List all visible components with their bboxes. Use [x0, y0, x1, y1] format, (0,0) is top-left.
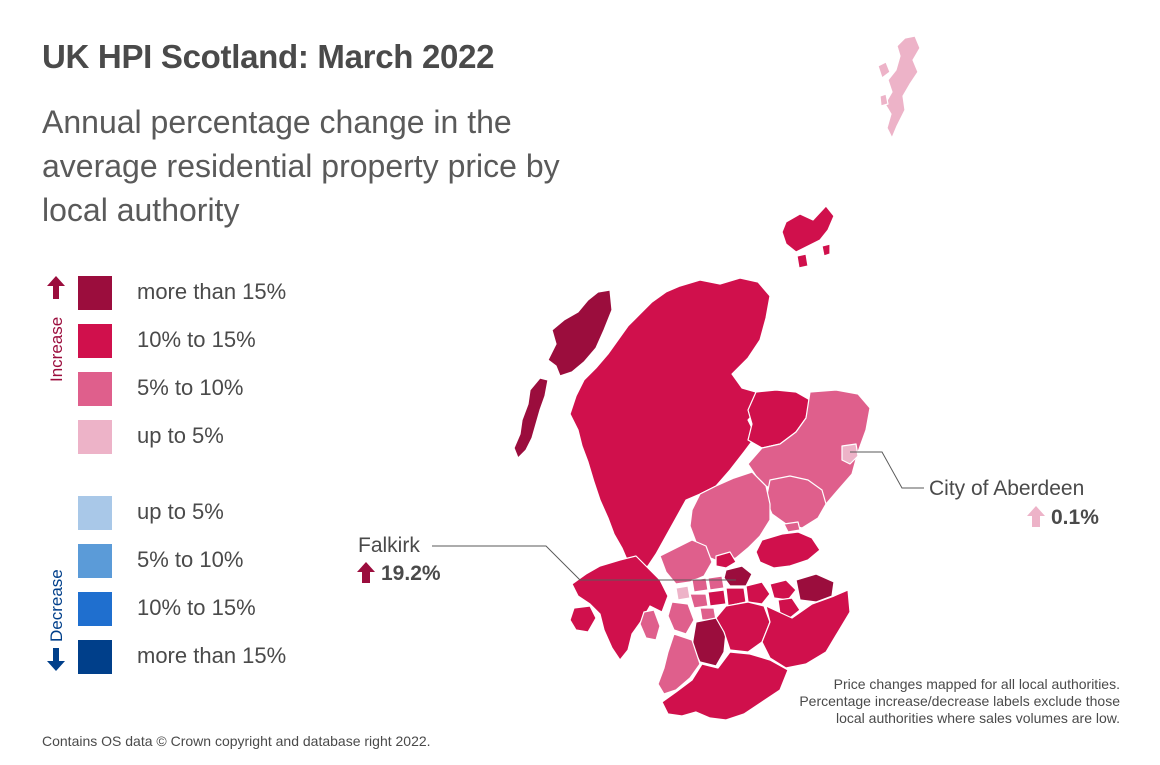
region-city-of-aberdeen: [841, 443, 859, 465]
region-clackmannanshire: [715, 551, 737, 569]
region-orkney-islet: [796, 253, 809, 269]
region-west-lothian: [745, 581, 771, 605]
aberdeen-callout-value: 0.1%: [1051, 506, 1099, 529]
page-title: UK HPI Scotland: March 2022: [42, 38, 495, 75]
falkirk-callout-name: Falkirk: [358, 534, 420, 557]
region-shetland-islet: [879, 93, 889, 107]
region-argyll-and-bute: [571, 555, 669, 661]
legend-swatch: [78, 640, 112, 674]
region-glasgow: [707, 589, 727, 607]
region-orkney-islet: [821, 243, 831, 257]
region-stirling: [659, 539, 713, 585]
region-fife: [755, 531, 821, 569]
legend-item-label: up to 5%: [137, 499, 224, 524]
region-na-h-eileanan-siar: [547, 289, 613, 377]
legend-item-label: 10% to 15%: [137, 595, 256, 620]
region-shetland-islet: [877, 61, 891, 79]
legend-swatch: [78, 496, 112, 530]
region-east-dunbartonshire: [707, 575, 725, 591]
legend-swatch: [78, 544, 112, 578]
aberdeen-callout-name: City of Aberdeen: [929, 477, 1085, 500]
region-scottish-borders: [761, 589, 851, 669]
methodology-note: Price changes mapped for all local autho…: [799, 676, 1120, 726]
region-south-ayrshire: [657, 633, 701, 695]
legend-swatch: [78, 420, 112, 454]
legend-item-label: 5% to 10%: [137, 375, 244, 400]
legend-item-label: more than 15%: [137, 279, 287, 304]
region-dundee: [783, 521, 801, 533]
region-north-ayrshire: [667, 601, 695, 635]
aberdeen-leader-line: [850, 451, 924, 489]
legend-swatch: [78, 592, 112, 626]
legend-item-label: more than 15%: [137, 643, 287, 668]
region-renfrewshire: [689, 593, 709, 609]
region-orkney: [781, 205, 835, 253]
falkirk-up-arrow-icon: [357, 562, 375, 583]
region-dumfries-and-galloway: [661, 651, 789, 721]
region-city-of-edinburgh: [769, 579, 797, 601]
decrease-arrow-icon: [47, 648, 65, 671]
region-shetland: [884, 35, 921, 139]
region-na-h-eileanan-siar-south: [513, 377, 549, 459]
legend-swatch: [78, 324, 112, 358]
legend-item-label: 5% to 10%: [137, 547, 244, 572]
increase-arrow-icon: [47, 276, 65, 299]
legend-swatch: [78, 372, 112, 406]
legend-swatch: [78, 276, 112, 310]
copyright-note: Contains OS data © Crown copyright and d…: [42, 733, 431, 749]
page-subtitle: Annual percentage change in the average …: [42, 104, 560, 228]
region-argyll-islay: [569, 605, 597, 633]
region-perth-and-kinross: [689, 471, 771, 563]
region-highland: [569, 277, 771, 575]
region-south-lanarkshire: [715, 601, 771, 653]
falkirk-callout-value: 19.2%: [381, 562, 441, 585]
falkirk-leader-line: [432, 545, 736, 581]
region-west-dunbartonshire: [691, 577, 709, 593]
legend-item-label: 10% to 15%: [137, 327, 256, 352]
region-east-lothian: [795, 573, 835, 603]
region-inverclyde: [675, 585, 691, 601]
aberdeen-up-arrow-icon: [1027, 506, 1045, 527]
region-falkirk: [723, 565, 753, 587]
legend-item-label: up to 5%: [137, 423, 224, 448]
region-arran: [639, 609, 661, 641]
